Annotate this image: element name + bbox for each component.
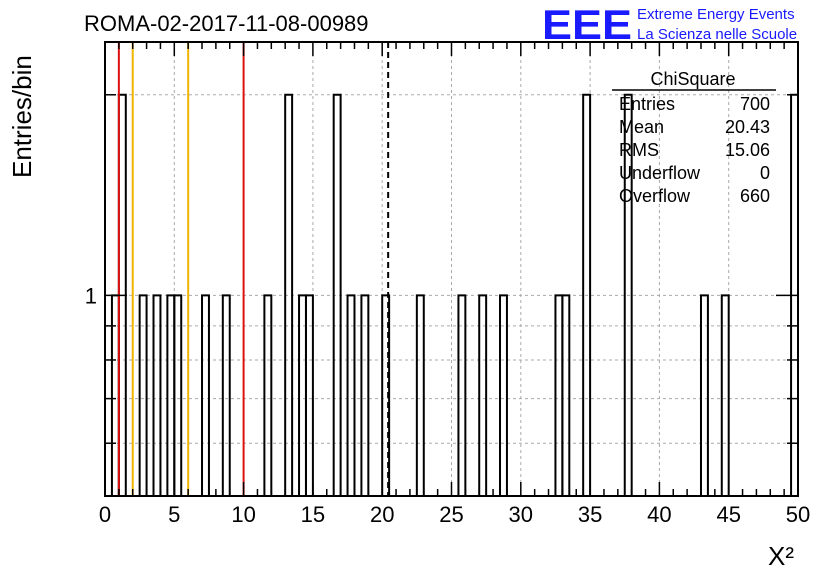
stats-box: ChiSquare Entries 700 Mean 20.43 RMS 15.06 Und… — [612, 69, 776, 206]
histogram-bin — [304, 294, 314, 496]
histogram-bin — [138, 294, 148, 496]
histogram-bin — [201, 294, 210, 496]
x-tick-label: 25 — [439, 502, 463, 527]
histogram-bin — [263, 294, 273, 496]
histogram-bin — [284, 93, 294, 496]
y-tick-label: 1 — [85, 283, 97, 308]
y-axis-label: Entries/bin — [7, 55, 37, 178]
x-axis-ticks: 0 5 10 15 20 25 30 35 40 45 50 — [99, 42, 810, 527]
histogram-bin — [720, 294, 730, 496]
stats-value: 20.43 — [725, 117, 770, 137]
stats-label: Underflow — [619, 163, 701, 183]
stats-value: 700 — [740, 94, 770, 114]
x-tick-label: 15 — [301, 502, 325, 527]
histogram-bin — [499, 294, 508, 496]
histogram-bin — [332, 93, 342, 496]
x-tick-label: 45 — [716, 502, 740, 527]
histogram-bin — [561, 294, 571, 496]
histogram-bin — [582, 93, 592, 496]
histogram-bin — [346, 294, 356, 496]
stats-label: Overflow — [619, 186, 691, 206]
x-tick-label: 0 — [99, 502, 111, 527]
x-tick-label: 40 — [647, 502, 671, 527]
histogram-bin — [457, 294, 467, 496]
histogram-bin — [415, 294, 425, 496]
stats-label: Entries — [619, 94, 675, 114]
reference-lines — [117, 42, 390, 496]
x-tick-label: 35 — [578, 502, 602, 527]
x-axis-label: X² — [768, 541, 794, 571]
logo-line-1: Extreme Energy Events — [637, 6, 795, 23]
logo-line-2: La Scienza nelle Scuole — [637, 26, 797, 43]
histogram-bin — [478, 294, 488, 496]
stats-value: 15.06 — [725, 140, 770, 160]
x-tick-label: 30 — [509, 502, 533, 527]
eee-logo: EEE — [542, 1, 632, 48]
histogram-bin — [152, 294, 162, 496]
histogram-bin — [623, 93, 633, 496]
histogram-bin — [360, 294, 370, 496]
histogram-bin — [221, 294, 231, 496]
x-tick-label: 50 — [786, 502, 810, 527]
stats-title: ChiSquare — [650, 69, 735, 89]
stats-label: Mean — [619, 117, 664, 137]
x-tick-label: 10 — [231, 502, 255, 527]
histogram-bin — [699, 294, 709, 496]
chart-title: ROMA-02-2017-11-08-00989 — [84, 11, 369, 36]
stats-label: RMS — [619, 140, 659, 160]
histogram-bin — [173, 294, 183, 496]
y-axis-ticks: 1 — [85, 94, 798, 444]
stats-value: 0 — [760, 163, 770, 183]
stats-value: 660 — [740, 186, 770, 206]
x-tick-label: 20 — [370, 502, 394, 527]
x-tick-label: 5 — [168, 502, 180, 527]
